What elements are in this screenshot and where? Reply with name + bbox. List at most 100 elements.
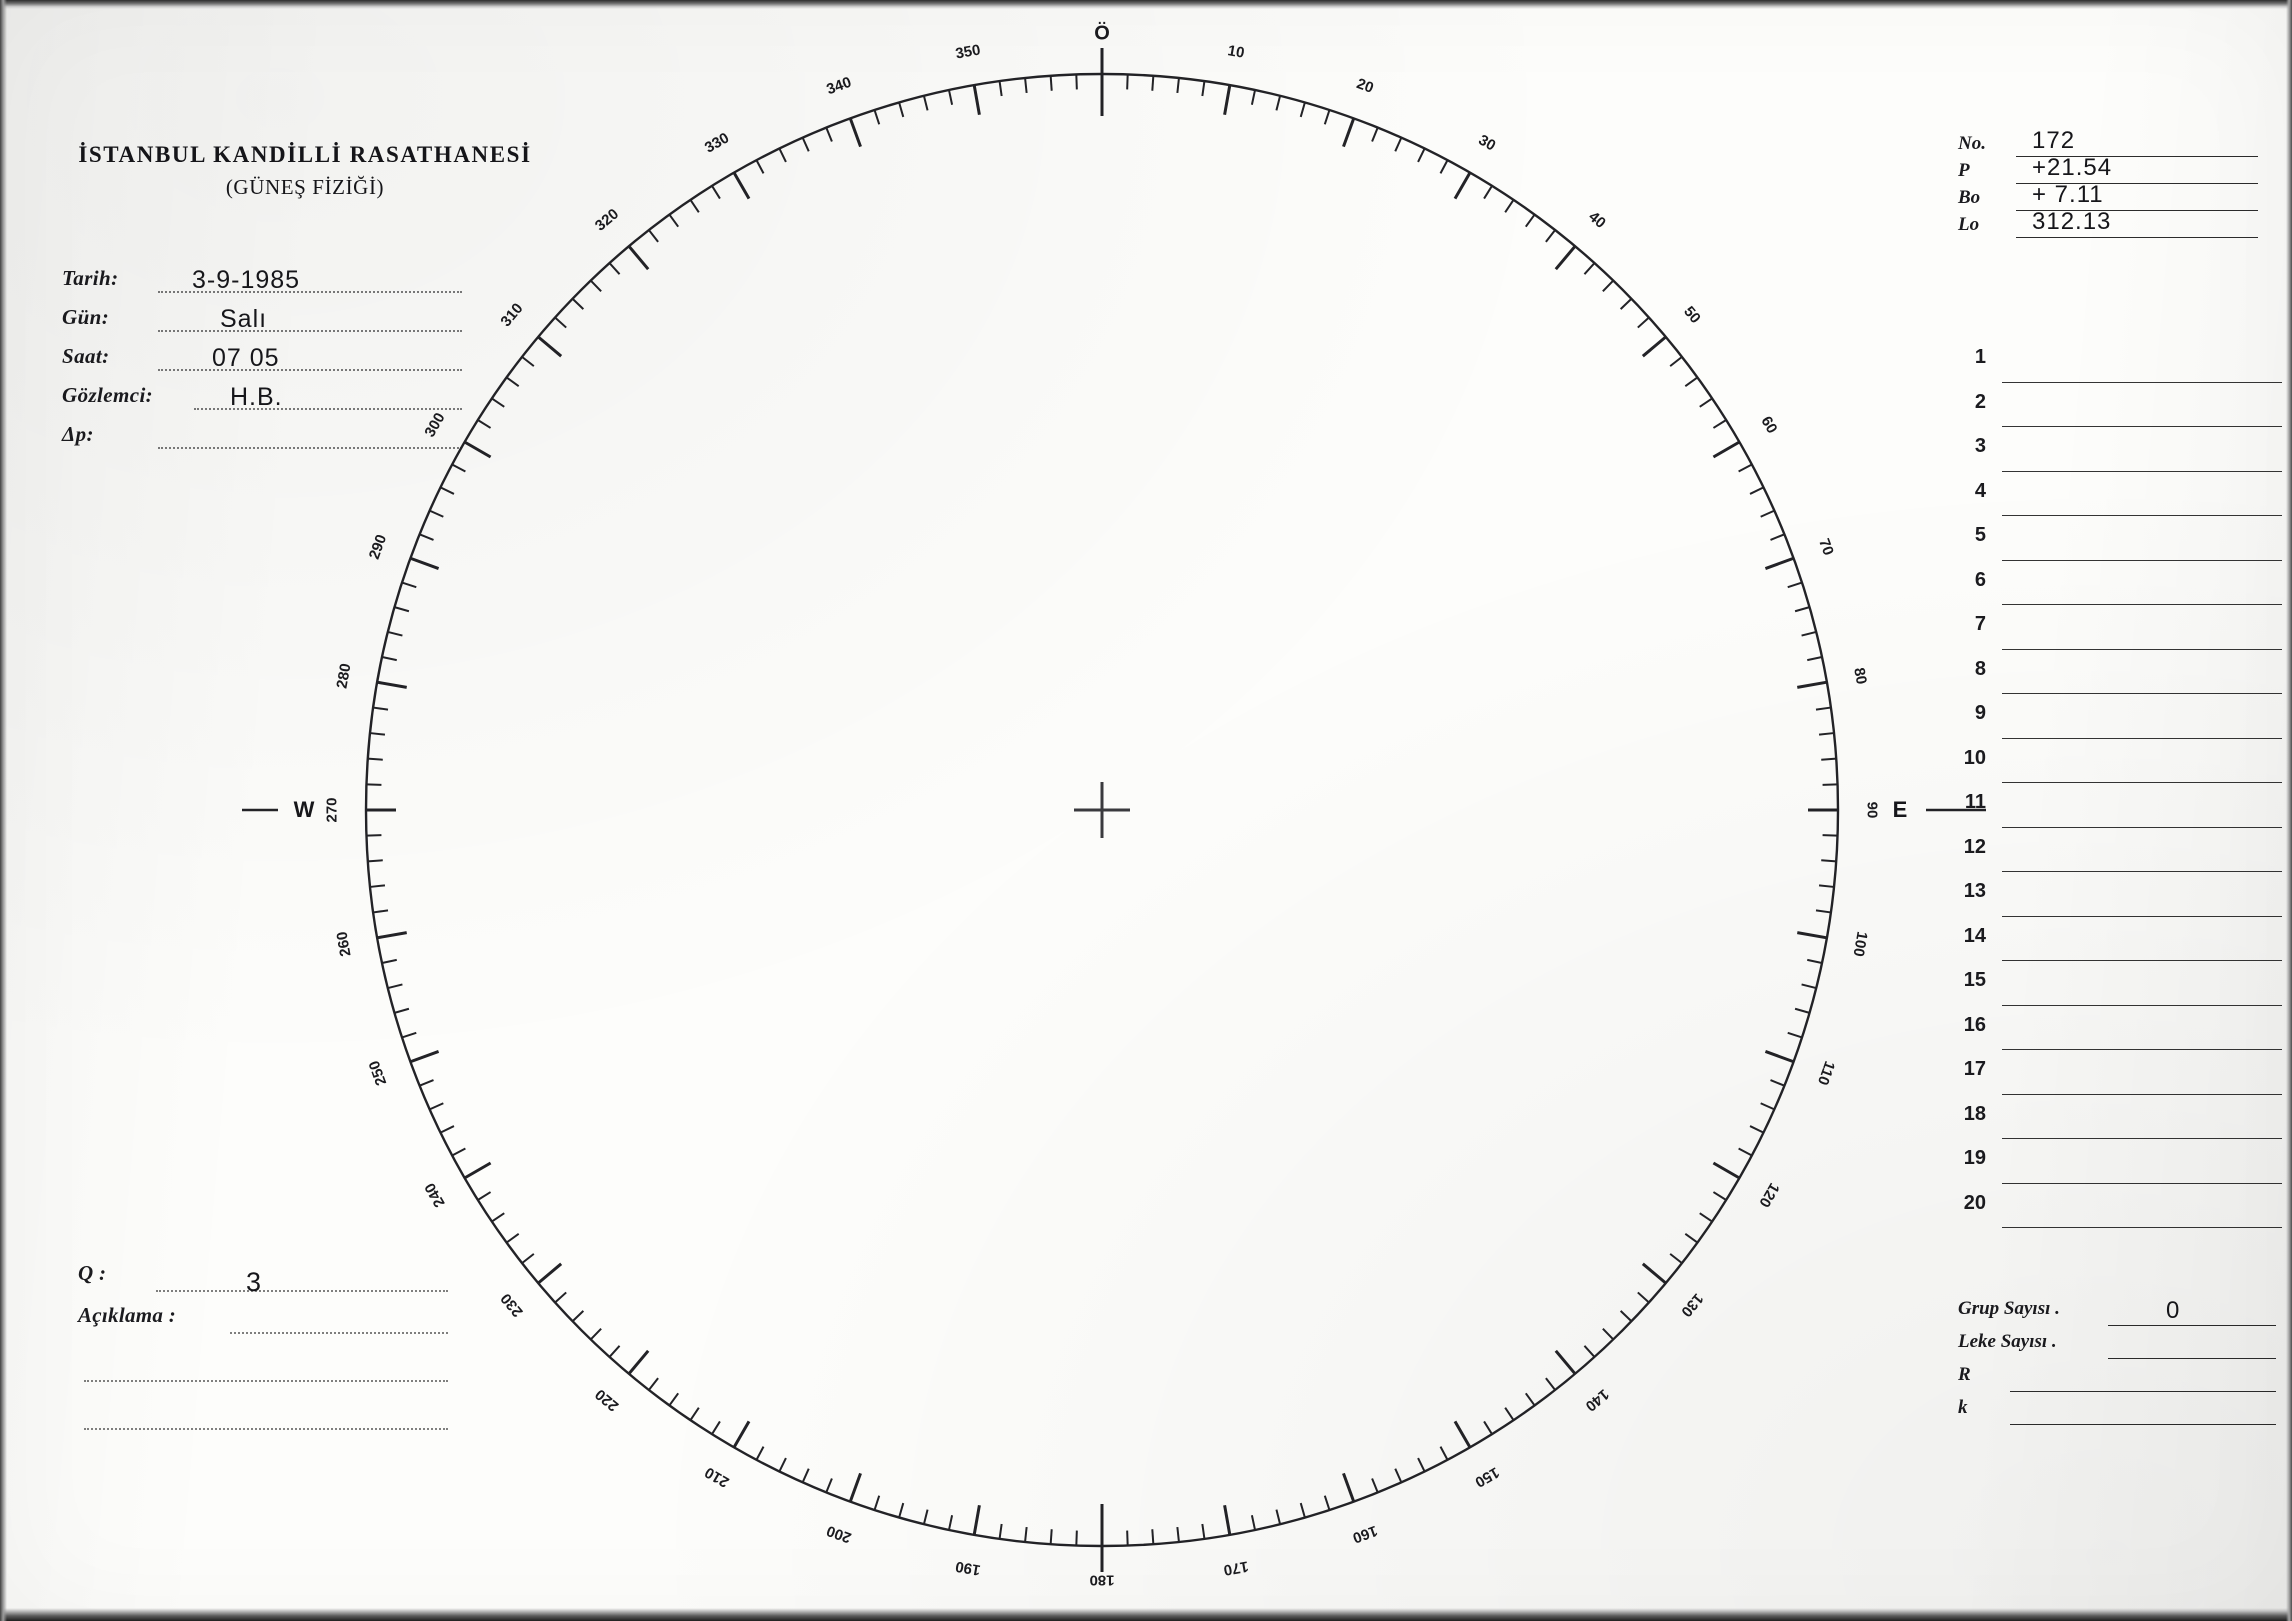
dial-minor-tick	[1299, 1502, 1306, 1518]
note-underline[interactable]	[84, 1428, 448, 1430]
dial-minor-tick	[922, 95, 929, 111]
note-line[interactable]	[78, 1342, 448, 1390]
record-line-rule[interactable]	[2002, 782, 2282, 783]
record-line-row[interactable]: 5	[1950, 522, 2282, 567]
param-underline[interactable]	[2016, 156, 2258, 157]
dial-minor-tick	[898, 1502, 905, 1518]
record-line-rule[interactable]	[2002, 915, 2282, 917]
record-line-row[interactable]: 14	[1950, 923, 2282, 968]
count-underline[interactable]	[2108, 1325, 2276, 1326]
dial-tick-label: 280	[333, 662, 355, 691]
quality-underline[interactable]	[230, 1332, 448, 1334]
dial-minor-tick	[1524, 1392, 1536, 1407]
field-underline[interactable]	[158, 447, 462, 449]
dial-minor-tick	[369, 732, 386, 736]
record-line-rule[interactable]	[2002, 1093, 2282, 1095]
dial-minor-tick	[1417, 148, 1426, 163]
record-line-rule[interactable]	[2002, 604, 2282, 605]
param-underline[interactable]	[2016, 210, 2258, 211]
dial-minor-tick	[1794, 1007, 1810, 1014]
param-underline[interactable]	[2016, 237, 2258, 238]
record-line-row[interactable]: 6	[1950, 567, 2282, 612]
param-row: No. 172	[1958, 127, 2258, 159]
record-line-row[interactable]: 13	[1950, 878, 2282, 923]
count-underline[interactable]	[2010, 1391, 2276, 1392]
record-line-row[interactable]: 15	[1950, 967, 2282, 1012]
dial-minor-tick	[429, 1102, 444, 1111]
record-line-row[interactable]: 7	[1950, 611, 2282, 656]
dial-minor-tick	[1524, 213, 1536, 228]
dial-minor-tick	[922, 1509, 929, 1525]
record-line-number: 17	[1963, 1058, 1986, 1080]
record-line-rule[interactable]	[2002, 426, 2282, 427]
quality-underline[interactable]	[156, 1290, 448, 1292]
record-line-rule[interactable]	[2002, 1049, 2282, 1050]
record-line-rule[interactable]	[2002, 826, 2282, 828]
param-underline[interactable]	[2016, 183, 2258, 184]
record-line-row[interactable]: 3	[1950, 433, 2282, 478]
solar-parameters-table: No. 172 P +21.54 Bo + 7.11 Lo 312.13	[1958, 127, 2258, 240]
dial-minor-tick	[1394, 1468, 1403, 1483]
count-underline[interactable]	[2010, 1424, 2276, 1425]
dial-major-tick	[732, 171, 751, 200]
dial-minor-tick	[440, 1125, 455, 1134]
record-line-row[interactable]: 4	[1950, 478, 2282, 523]
dial-minor-tick	[1815, 909, 1831, 914]
record-line-row[interactable]: 17	[1950, 1056, 2282, 1101]
field-underline[interactable]	[158, 330, 462, 332]
record-line-rule[interactable]	[2002, 871, 2282, 872]
dial-tick-label: 180	[1089, 1571, 1115, 1589]
dial-tick-label: 90	[1863, 801, 1881, 819]
dial-minor-tick	[1637, 1291, 1650, 1304]
record-line-row[interactable]: 11	[1950, 789, 2282, 834]
dial-minor-tick	[491, 1212, 505, 1223]
dial-tick-label: Ö	[1094, 22, 1110, 45]
record-line-row[interactable]: 20	[1950, 1190, 2282, 1235]
record-line-row[interactable]: 12	[1950, 834, 2282, 879]
field-underline[interactable]	[158, 369, 462, 371]
count-underline[interactable]	[2108, 1358, 2276, 1359]
record-line-row[interactable]: 1	[1950, 344, 2282, 389]
dial-minor-tick	[1602, 1327, 1614, 1341]
dial-minor-tick	[1075, 74, 1078, 90]
record-line-row[interactable]: 9	[1950, 700, 2282, 745]
record-line-rule[interactable]	[2002, 559, 2282, 561]
record-line-row[interactable]: 19	[1950, 1145, 2282, 1190]
dial-major-tick	[1453, 171, 1472, 200]
record-line-rule[interactable]	[2002, 1138, 2282, 1139]
dial-minor-tick	[1417, 1457, 1426, 1472]
record-line-row[interactable]: 10	[1950, 745, 2282, 790]
dial-minor-tick	[755, 1446, 765, 1461]
dial-tick-label: 200	[823, 1521, 854, 1546]
field-underline[interactable]	[194, 408, 462, 410]
param-label: P	[1958, 160, 1970, 181]
record-line-row[interactable]: 2	[1950, 389, 2282, 434]
param-label: No.	[1958, 133, 1986, 154]
record-line-row[interactable]: 8	[1950, 656, 2282, 701]
record-line-row[interactable]: 18	[1950, 1101, 2282, 1146]
dial-minor-tick	[1787, 1031, 1803, 1039]
field-underline[interactable]	[158, 291, 462, 293]
record-line-rule[interactable]	[2002, 960, 2282, 961]
record-line-rule[interactable]	[2002, 1227, 2282, 1228]
note-underline[interactable]	[84, 1380, 448, 1382]
record-line-rule[interactable]	[2002, 1182, 2282, 1184]
dial-minor-tick	[373, 706, 389, 711]
record-line-rule[interactable]	[2002, 693, 2282, 694]
record-line-rule[interactable]	[2002, 1004, 2282, 1006]
dial-minor-tick	[1712, 419, 1727, 429]
note-line[interactable]	[78, 1390, 448, 1438]
record-line-rule[interactable]	[2002, 737, 2282, 739]
record-line-rule[interactable]	[2002, 381, 2282, 383]
dial-minor-tick	[387, 630, 403, 637]
dial-major-tick	[1453, 1420, 1472, 1449]
dial-minor-tick	[1749, 1125, 1764, 1134]
record-line-rule[interactable]	[2002, 470, 2282, 472]
dial-minor-tick	[367, 859, 383, 863]
record-line-rule[interactable]	[2002, 515, 2282, 516]
observation-fields: Tarih: 3-9-1985 Gün: Salı Saat: 07 05 Gözlemci…	[62, 262, 462, 457]
record-line-row[interactable]: 16	[1950, 1012, 2282, 1057]
dial-minor-tick	[1439, 159, 1449, 174]
record-line-rule[interactable]	[2002, 648, 2282, 650]
